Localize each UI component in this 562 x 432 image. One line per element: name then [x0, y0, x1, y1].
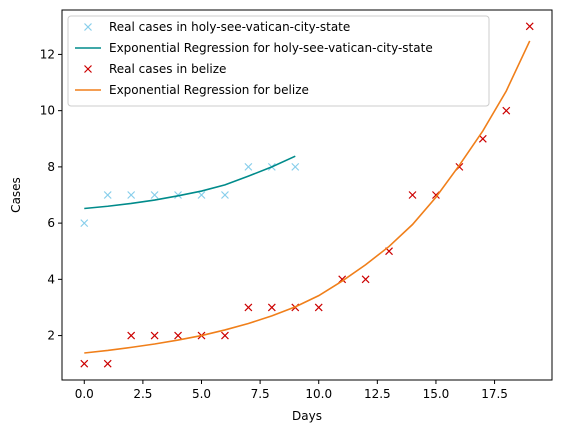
series-2-point-6-stroke-b	[221, 331, 229, 340]
y-tick-label-2: 6	[47, 216, 55, 230]
series-2-point-1-stroke-b	[103, 359, 112, 368]
series-2-point-7	[244, 303, 253, 312]
series-2-point-10-stroke-b	[314, 303, 323, 312]
series-2-point-8	[267, 303, 276, 312]
series-0-point-6-stroke-b	[221, 191, 229, 199]
legend-label-1: Exponential Regression for holy-see-vati…	[109, 41, 433, 55]
series-2-point-10	[314, 303, 323, 312]
series-2-point-15	[432, 191, 440, 199]
series-2-point-3-stroke-b	[150, 331, 159, 340]
x-tick-label-3: 7.5	[251, 387, 270, 401]
series-2-point-17	[478, 134, 487, 143]
series-0-point-0-stroke-b	[80, 219, 89, 228]
series-2-point-13-stroke-b	[385, 247, 393, 256]
series-0-point-4-stroke-b	[174, 191, 182, 199]
series-0-point-1-stroke-b	[103, 191, 112, 199]
x-tick-label-4: 10.0	[305, 387, 332, 401]
series-1-line	[84, 155, 296, 210]
series-2-point-15-stroke-b	[432, 191, 440, 199]
series-2-point-18	[502, 106, 511, 115]
series-0-point-5-stroke-b	[197, 191, 206, 199]
series-0-point-0	[80, 219, 89, 228]
series-0-point-9-stroke-b	[291, 162, 300, 171]
series-2-point-18-stroke-b	[502, 106, 511, 115]
series-2-point-1	[103, 359, 112, 368]
series-2-point-17-stroke-b	[478, 134, 487, 143]
series-2-point-3	[150, 331, 159, 340]
y-tick-label-1: 4	[47, 272, 55, 286]
legend-swatch-2	[84, 65, 92, 73]
x-tick-label-2: 5.0	[192, 387, 211, 401]
legend-swatch-0	[84, 23, 92, 31]
series-2-point-0-stroke-b	[80, 359, 89, 368]
series-2-point-0	[80, 359, 89, 368]
legend-label-3: Exponential Regression for belize	[109, 83, 309, 97]
x-tick-label-7: 17.5	[481, 387, 508, 401]
x-tick-label-0: 0.0	[75, 387, 94, 401]
series-2-point-2	[127, 331, 136, 340]
series-2-point-12-stroke-b	[361, 275, 370, 284]
series-2-point-2-stroke-b	[127, 331, 136, 340]
x-axis-ticks: 0.0 2.5 5.0 7.5 10.0 12.5 15.0 17.5	[75, 380, 508, 401]
y-axis-label: Cases	[9, 177, 23, 213]
series-2-point-19	[525, 22, 534, 31]
series-0-point-2-stroke-b	[127, 191, 136, 199]
series-0-point-7	[244, 162, 253, 171]
legend-swatch-0-stroke-b	[84, 23, 92, 31]
series-0-point-7-stroke-b	[244, 162, 253, 171]
series-0-point-2	[127, 191, 136, 199]
series-2-point-6	[221, 331, 229, 340]
legend-label-0: Real cases in holy-see-vatican-city-stat…	[109, 20, 350, 34]
series-2-point-7-stroke-b	[244, 303, 253, 312]
series-2-point-19-stroke-b	[525, 22, 534, 31]
series-0-point-3	[150, 191, 159, 199]
series-2-point-4	[174, 331, 182, 340]
x-tick-label-5: 12.5	[364, 387, 391, 401]
series-0-point-4	[174, 191, 182, 199]
series-2-point-12	[361, 275, 370, 284]
series-0-point-1	[103, 191, 112, 199]
legend-box	[67, 15, 490, 107]
y-tick-label-4: 10	[40, 104, 55, 118]
y-axis-ticks: 2 4 6 8 10 12	[40, 47, 62, 343]
series-2-point-14	[408, 191, 417, 199]
plot-frame	[61, 9, 553, 381]
series-2-point-14-stroke-b	[408, 191, 417, 199]
series-0-point-3-stroke-b	[150, 191, 159, 199]
series-3-line	[84, 40, 531, 354]
y-tick-label-0: 2	[47, 329, 55, 343]
series-0-point-9	[291, 162, 300, 171]
series-0-point-6	[221, 191, 229, 199]
x-tick-label-1: 2.5	[133, 387, 152, 401]
x-axis-label: Days	[292, 409, 322, 423]
legend-label-2: Real cases in belize	[109, 62, 226, 76]
chart-marks	[80, 22, 534, 368]
series-2-point-8-stroke-b	[267, 303, 276, 312]
series-2-point-4-stroke-b	[174, 331, 182, 340]
legend: Real cases in holy-see-vatican-city-stat…	[67, 15, 490, 107]
x-tick-label-6: 15.0	[423, 387, 450, 401]
y-tick-label-5: 12	[40, 47, 55, 61]
y-tick-label-3: 8	[47, 160, 55, 174]
legend-swatch-2-stroke-b	[84, 65, 92, 73]
series-0-point-5	[197, 191, 206, 199]
